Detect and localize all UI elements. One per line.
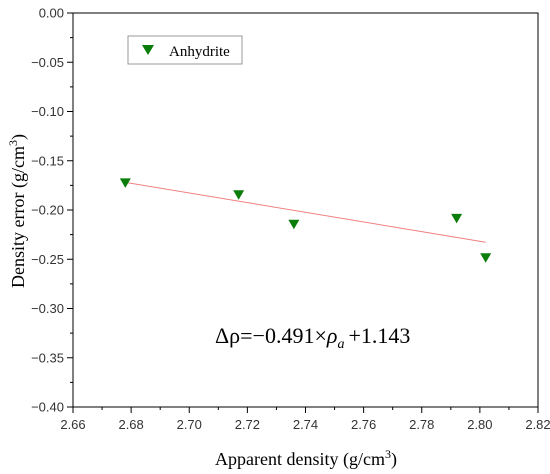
y-tick-label: −0.25	[31, 252, 64, 267]
x-tick-label: 2.80	[467, 417, 492, 432]
legend-label: Anhydrite	[169, 44, 230, 60]
legend-marker	[142, 45, 154, 55]
y-tick-label: −0.10	[31, 104, 64, 119]
data-point	[119, 178, 131, 188]
y-tick-label: −0.15	[31, 153, 64, 168]
fit-line-group	[125, 181, 486, 243]
y-tick-label: −0.40	[31, 400, 64, 415]
x-tick-label: 2.68	[118, 417, 143, 432]
data-points	[119, 178, 492, 263]
x-tick-label: 2.82	[525, 417, 550, 432]
x-axis: 2.66 2.68 2.70 2.72 2.74 2.76 2.78 2.80 2.82	[60, 407, 550, 432]
x-tick-label: 2.72	[235, 417, 260, 432]
y-tick-label: −0.30	[31, 301, 64, 316]
fit-line	[125, 181, 486, 243]
data-point	[288, 219, 300, 230]
y-tick-label: 0.00	[39, 6, 64, 21]
data-point	[233, 190, 245, 200]
x-tick-label: 2.74	[293, 417, 318, 432]
y-axis-title: Density error (g/cm3)	[6, 134, 29, 288]
x-tick-label: 2.70	[177, 417, 202, 432]
x-tick-label: 2.66	[60, 417, 85, 432]
data-point	[480, 253, 492, 263]
x-axis-title: Apparent density (g/cm3)	[215, 447, 397, 470]
y-tick-label: −0.05	[31, 55, 64, 70]
x-tick-label: 2.76	[351, 417, 376, 432]
y-tick-label: −0.35	[31, 350, 64, 365]
x-tick-label: 2.78	[409, 417, 434, 432]
equation: Δρ=−0.491×ρa +1.143	[215, 323, 410, 352]
y-tick-label: −0.20	[31, 203, 64, 218]
legend: Anhydrite	[127, 35, 243, 65]
y-axis: 0.00 −0.05 −0.10 −0.15 −0.20 −0.25 −0.30 −0.35 −…	[31, 6, 73, 415]
data-point	[451, 213, 463, 224]
